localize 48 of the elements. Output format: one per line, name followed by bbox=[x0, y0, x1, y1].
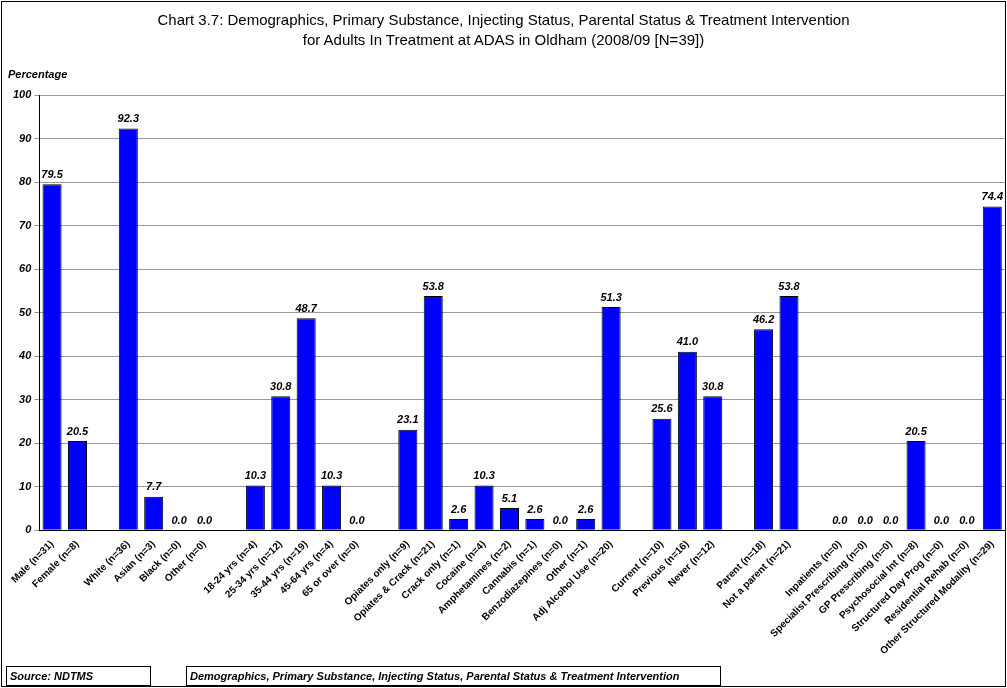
data-label: 46.2 bbox=[751, 312, 775, 325]
data-label: 0.0 bbox=[857, 513, 874, 526]
y-tick-label: 50 bbox=[19, 305, 33, 318]
data-label: 2.6 bbox=[450, 502, 468, 515]
text: Demographics, Primary Substance, Injecting Status, Parental Status & Treatment Intervention bbox=[186, 666, 721, 686]
data-label: 10.3 bbox=[473, 469, 495, 481]
data-label: 7.7 bbox=[146, 480, 163, 493]
data-label: 0.0 bbox=[552, 513, 569, 526]
data-label: 0.0 bbox=[349, 513, 366, 526]
data-label: 23.1 bbox=[396, 413, 419, 426]
data-label: 74.4 bbox=[981, 189, 1004, 202]
y-tick-label: 20 bbox=[18, 436, 33, 449]
y-tick-label: 40 bbox=[18, 349, 33, 362]
data-label: 0.0 bbox=[959, 513, 976, 526]
data-label: 53.8 bbox=[778, 279, 801, 292]
chart-title: Chart 3.7: Demographics, Primary Substance, Injecting Status, Parental Status & Treatment Intervention bbox=[156, 10, 851, 30]
data-label: 25.6 bbox=[650, 402, 674, 415]
data-label: 10.3 bbox=[320, 469, 343, 481]
data-label: 2.6 bbox=[577, 502, 595, 515]
data-label: 51.3 bbox=[600, 290, 622, 303]
data-label: 41.0 bbox=[675, 335, 699, 348]
data-label: 20.5 bbox=[65, 424, 90, 437]
y-tick-label: 60 bbox=[19, 262, 33, 275]
y-tick-label: 70 bbox=[19, 218, 33, 231]
data-label: 10.3 bbox=[244, 469, 267, 481]
y-tick-label: 0 bbox=[25, 523, 33, 536]
y-axis-title: Percentage bbox=[8, 68, 68, 80]
y-tick-label: 100 bbox=[12, 88, 33, 101]
data-label: 30.8 bbox=[270, 379, 293, 392]
data-label: 20.5 bbox=[904, 424, 928, 437]
source-note: Source: NDTMS bbox=[6, 666, 151, 686]
data-label: 0.0 bbox=[832, 513, 849, 526]
data-label: 0.0 bbox=[883, 513, 900, 526]
data-label: 48.7 bbox=[294, 301, 318, 314]
data-label: 0.0 bbox=[171, 513, 188, 526]
data-label: 79.5 bbox=[41, 167, 64, 180]
y-tick-label: 80 bbox=[19, 175, 33, 188]
data-label: 92.3 bbox=[117, 112, 140, 125]
data-label: 0.0 bbox=[196, 513, 214, 526]
y-tick-label: 10 bbox=[19, 479, 33, 492]
chart-subtitle: for Adults In Treatment at ADAS in Oldham (2008/09 [N=39]) bbox=[301, 30, 706, 50]
data-label: 53.8 bbox=[422, 279, 445, 292]
y-tick-label: 90 bbox=[19, 131, 33, 144]
data-label: 30.8 bbox=[702, 379, 725, 392]
data-label: 0.0 bbox=[933, 513, 950, 526]
data-label: 2.6 bbox=[526, 502, 544, 515]
y-tick-label: 30 bbox=[19, 392, 33, 405]
data-label: 5.1 bbox=[501, 491, 518, 504]
